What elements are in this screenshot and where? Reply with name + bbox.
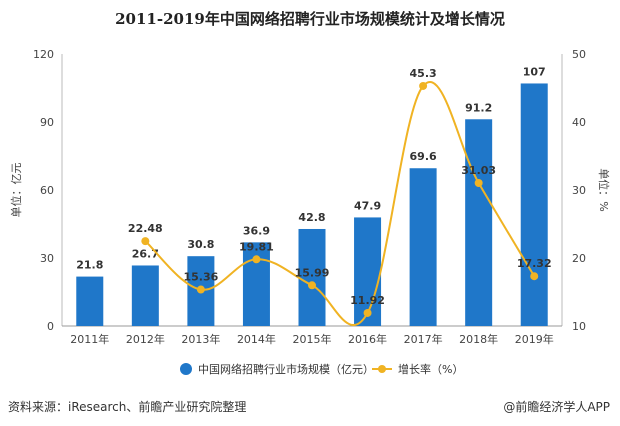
brand-note: @前瞻经济学人APP <box>503 400 610 414</box>
source-note: 资料来源：iResearch、前瞻产业研究院整理 <box>8 400 247 414</box>
y-tick-label: 120 <box>33 48 54 61</box>
legend-line-label: 增长率（%） <box>398 362 463 376</box>
growth-data-label: 15.36 <box>183 271 218 284</box>
growth-point <box>252 255 261 264</box>
chart-title: 2011-2019年中国网络招聘行业市场规模统计及增长情况 <box>115 10 505 28</box>
bar-data-label: 91.2 <box>465 101 492 114</box>
bar <box>465 119 493 326</box>
growth-point <box>530 272 539 281</box>
x-tick-label: 2015年 <box>293 332 332 346</box>
bar <box>409 168 437 326</box>
bar <box>520 83 548 326</box>
growth-point <box>419 81 428 90</box>
growth-data-label: 19.81 <box>239 240 274 253</box>
bar-data-label: 47.9 <box>354 199 381 212</box>
y-tick-label: 0 <box>47 320 54 333</box>
bar-data-label: 36.9 <box>243 224 270 237</box>
x-tick-label: 2019年 <box>515 332 554 346</box>
bar-data-label: 26.7 <box>132 247 159 260</box>
growth-point <box>363 308 372 317</box>
growth-data-label: 22.48 <box>128 222 163 235</box>
y-tick-label: 60 <box>40 184 54 197</box>
y-tick-label: 30 <box>40 252 54 265</box>
y2-axis-title: 单位：% <box>597 168 611 211</box>
bar <box>298 228 326 326</box>
growth-point <box>196 285 205 294</box>
y-tick-label: 90 <box>40 116 54 129</box>
y2-tick-label: 50 <box>572 48 586 61</box>
growth-data-label: 45.3 <box>410 67 437 80</box>
bar <box>242 242 270 326</box>
x-tick-label: 2011年 <box>70 332 109 346</box>
y2-tick-label: 10 <box>572 320 586 333</box>
bar-data-label: 69.6 <box>410 150 437 163</box>
bar-data-label: 21.8 <box>76 259 103 272</box>
legend-bar-marker <box>180 363 192 375</box>
y-axis-title: 单位：亿元 <box>9 163 23 218</box>
bar-data-label: 30.8 <box>187 238 214 251</box>
y2-tick-label: 40 <box>572 116 586 129</box>
bar <box>131 265 159 326</box>
legend-line-dot <box>378 365 386 373</box>
x-tick-label: 2013年 <box>181 332 220 346</box>
y2-tick-label: 20 <box>572 252 586 265</box>
growth-point <box>474 178 483 187</box>
x-tick-label: 2012年 <box>126 332 165 346</box>
x-tick-label: 2017年 <box>404 332 443 346</box>
bar <box>76 276 104 326</box>
growth-data-label: 15.99 <box>295 266 330 279</box>
growth-point <box>141 237 150 246</box>
bar-data-label: 42.8 <box>298 211 325 224</box>
growth-data-label: 31.03 <box>461 164 496 177</box>
x-tick-label: 2018年 <box>459 332 498 346</box>
growth-data-label: 17.32 <box>517 257 552 270</box>
x-tick-label: 2014年 <box>237 332 276 346</box>
bar <box>354 217 382 326</box>
growth-data-label: 11.92 <box>350 294 385 307</box>
x-tick-label: 2016年 <box>348 332 387 346</box>
growth-point <box>308 281 316 290</box>
legend-bar-label: 中国网络招聘行业市场规模（亿元） <box>198 362 374 376</box>
bar-data-label: 107 <box>523 65 546 78</box>
y2-tick-label: 30 <box>572 184 586 197</box>
